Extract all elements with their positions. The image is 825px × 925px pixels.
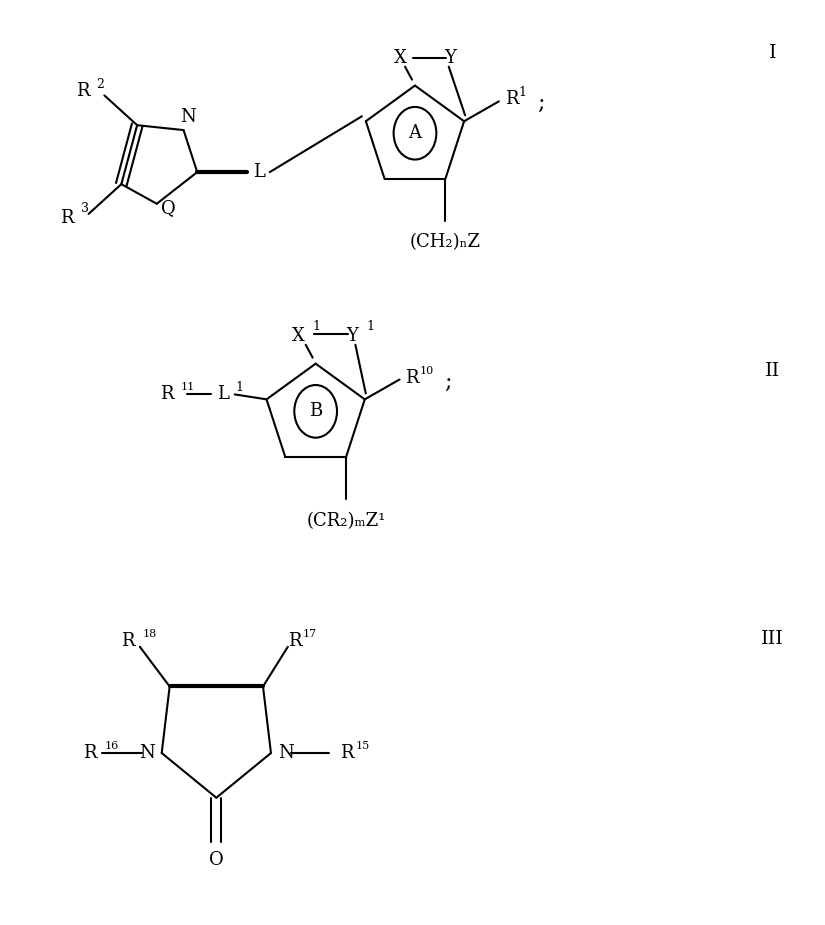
Text: X: X xyxy=(292,327,305,345)
Text: N: N xyxy=(278,744,294,762)
Text: R: R xyxy=(60,209,73,227)
Text: 17: 17 xyxy=(303,629,317,639)
Text: 3: 3 xyxy=(81,203,88,216)
Text: Q: Q xyxy=(161,199,176,216)
Text: L: L xyxy=(217,386,229,403)
Text: ;: ; xyxy=(445,371,452,392)
Text: O: O xyxy=(209,851,224,869)
Text: L: L xyxy=(252,163,265,181)
Text: X: X xyxy=(394,49,407,67)
Text: (CR₂)ₘZ¹: (CR₂)ₘZ¹ xyxy=(306,512,386,530)
Text: N: N xyxy=(180,108,196,126)
Text: A: A xyxy=(408,124,422,142)
Text: 1: 1 xyxy=(236,381,243,394)
Text: 18: 18 xyxy=(143,629,157,639)
Text: R: R xyxy=(406,368,419,387)
Text: III: III xyxy=(761,630,784,648)
Text: R: R xyxy=(76,82,89,101)
Text: 16: 16 xyxy=(105,741,120,751)
Text: 1: 1 xyxy=(519,86,526,99)
Text: Y: Y xyxy=(346,327,358,345)
Text: 1: 1 xyxy=(366,320,375,333)
Text: R: R xyxy=(288,632,301,649)
Text: 11: 11 xyxy=(182,382,196,392)
Text: R: R xyxy=(160,386,174,403)
Text: 15: 15 xyxy=(356,741,370,751)
Text: (CH₂)ₙZ: (CH₂)ₙZ xyxy=(410,233,481,252)
Text: 1: 1 xyxy=(313,320,321,333)
Text: 2: 2 xyxy=(97,78,104,91)
Text: R: R xyxy=(341,744,354,762)
Text: I: I xyxy=(769,43,776,62)
Text: 10: 10 xyxy=(419,365,434,376)
Text: R: R xyxy=(505,91,518,108)
Text: N: N xyxy=(139,744,154,762)
Text: R: R xyxy=(121,632,134,649)
Text: Y: Y xyxy=(444,49,455,67)
Text: R: R xyxy=(83,744,97,762)
Text: II: II xyxy=(765,362,780,379)
Text: B: B xyxy=(309,402,323,420)
Text: ;: ; xyxy=(537,92,544,115)
